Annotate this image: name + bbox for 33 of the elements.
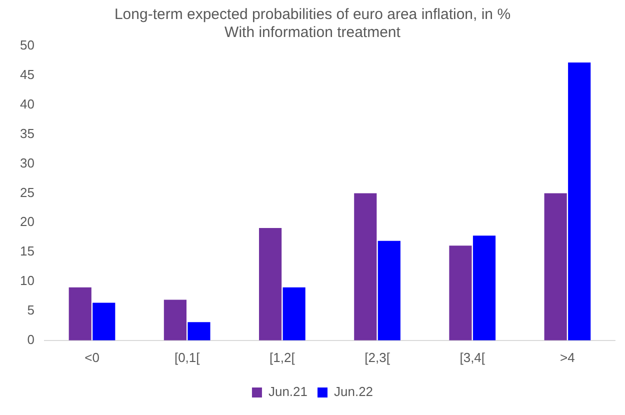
x-tick-label: <0 [84, 350, 100, 365]
bar [282, 287, 306, 340]
y-tick-label: 30 [20, 155, 34, 170]
bar [354, 193, 377, 340]
bar [378, 240, 400, 340]
chart-subtitle: With information treatment [224, 24, 402, 42]
legend-label: Jun.22 [334, 384, 374, 400]
bar [92, 302, 116, 340]
y-tick-label: 50 [20, 38, 34, 53]
y-tick-label: 20 [20, 214, 34, 230]
y-tick-label: 40 [20, 96, 34, 112]
bar [568, 62, 591, 340]
y-tick-label: 15 [20, 244, 34, 259]
bar [68, 287, 92, 340]
x-tick-label: [3,4[ [460, 350, 486, 365]
y-tick-label: 0 [27, 332, 34, 347]
y-tick-label: 35 [20, 126, 34, 141]
x-tick-label: [2,3[ [364, 350, 390, 365]
bar [259, 228, 282, 340]
bar [188, 322, 210, 340]
bar [164, 300, 186, 340]
bar [449, 246, 472, 340]
y-tick-label: 10 [20, 273, 34, 288]
bar [544, 193, 567, 340]
y-tick-label: 25 [20, 184, 34, 200]
bar [472, 236, 496, 340]
x-tick-label: [0,1[ [174, 350, 200, 365]
chart-title: Long-term expected probabilities of euro area inflation, in % [114, 6, 511, 24]
legend-label: Jun.21 [268, 384, 308, 400]
x-tick-label: >4 [560, 350, 575, 365]
x-tick-label: [1,2[ [270, 350, 296, 365]
y-tick-label: 5 [27, 302, 34, 318]
y-tick-label: 45 [20, 67, 34, 82]
